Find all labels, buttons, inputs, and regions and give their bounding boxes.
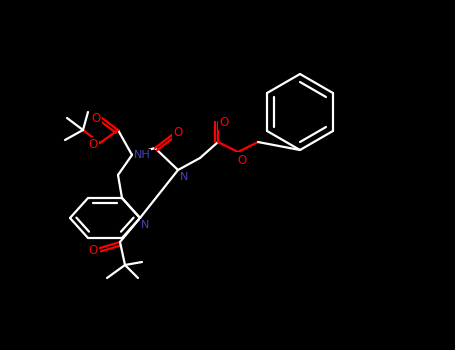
Text: NH: NH — [134, 150, 150, 160]
Text: N: N — [180, 172, 188, 182]
Text: O: O — [91, 112, 101, 125]
Text: N: N — [141, 220, 149, 230]
Text: O: O — [219, 116, 228, 128]
Text: O: O — [88, 244, 98, 257]
Text: O: O — [88, 139, 98, 152]
Text: O: O — [173, 126, 182, 140]
Text: O: O — [238, 154, 247, 167]
